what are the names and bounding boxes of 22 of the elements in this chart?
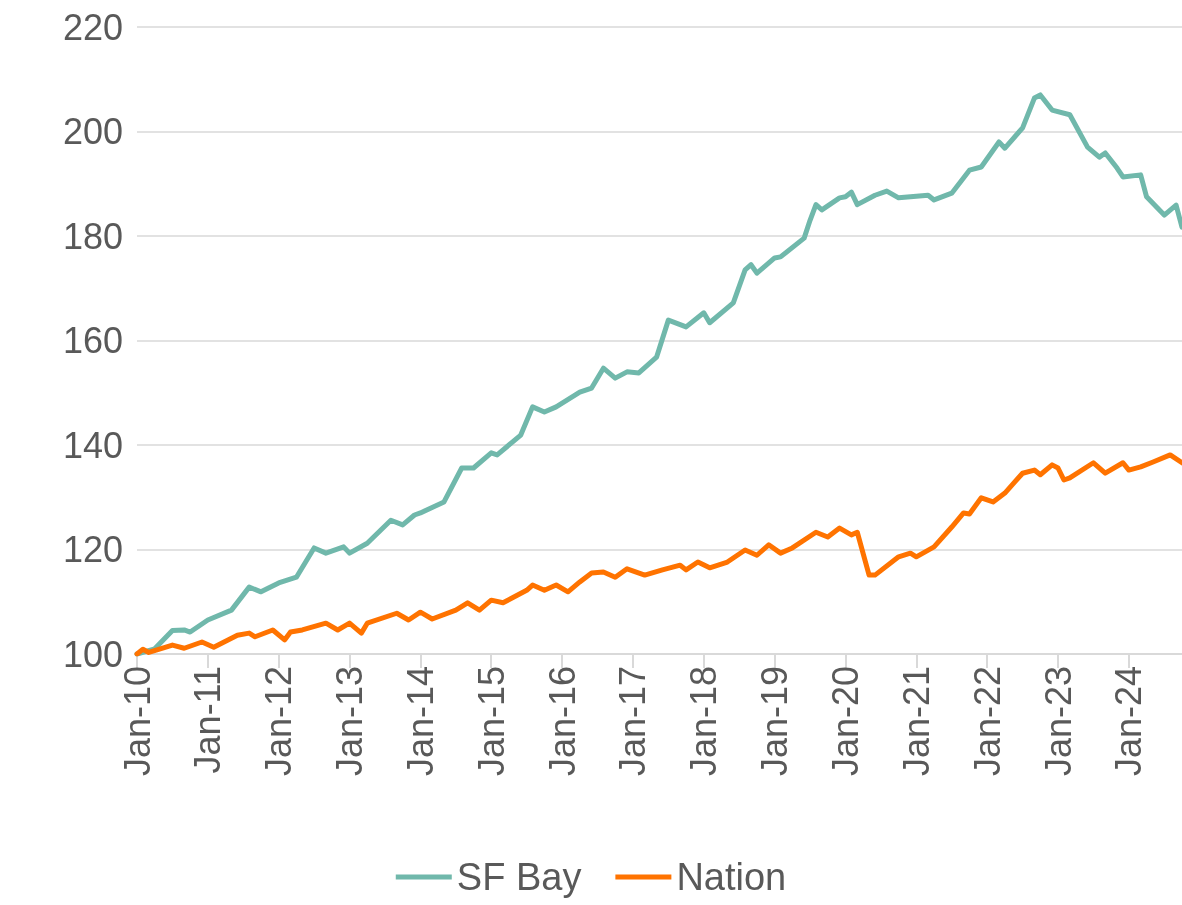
legend-label: Nation: [676, 856, 787, 898]
x-tick-label: Jan-13: [329, 666, 371, 777]
x-tick-label: Jan-24: [1108, 666, 1150, 777]
y-tick-label: 200: [62, 111, 123, 152]
y-tick-label: 220: [62, 6, 123, 48]
x-tick-label: Jan-12: [258, 666, 300, 777]
x-tick-label: Jan-20: [824, 666, 866, 777]
x-tick-label: Jan-16: [541, 666, 583, 777]
legend-label: SF Bay: [456, 856, 582, 898]
y-tick-label: 120: [62, 529, 123, 570]
x-tick-label: Jan-14: [399, 666, 441, 777]
x-tick-label: Jan-17: [612, 666, 654, 777]
x-tick-label: Jan-11: [187, 666, 229, 774]
x-tick-label: Jan-22: [966, 666, 1008, 777]
x-tick-label: Jan-23: [1037, 666, 1079, 777]
x-tick-label: Jan-19: [754, 666, 796, 777]
y-tick-label: 140: [62, 424, 123, 466]
x-tick-label: Jan-21: [895, 666, 937, 777]
y-tick-label: 180: [62, 215, 123, 257]
y-tick-label: 160: [62, 320, 123, 361]
x-tick-label: Jan-15: [470, 666, 512, 777]
x-tick-label: Jan-18: [683, 666, 725, 777]
